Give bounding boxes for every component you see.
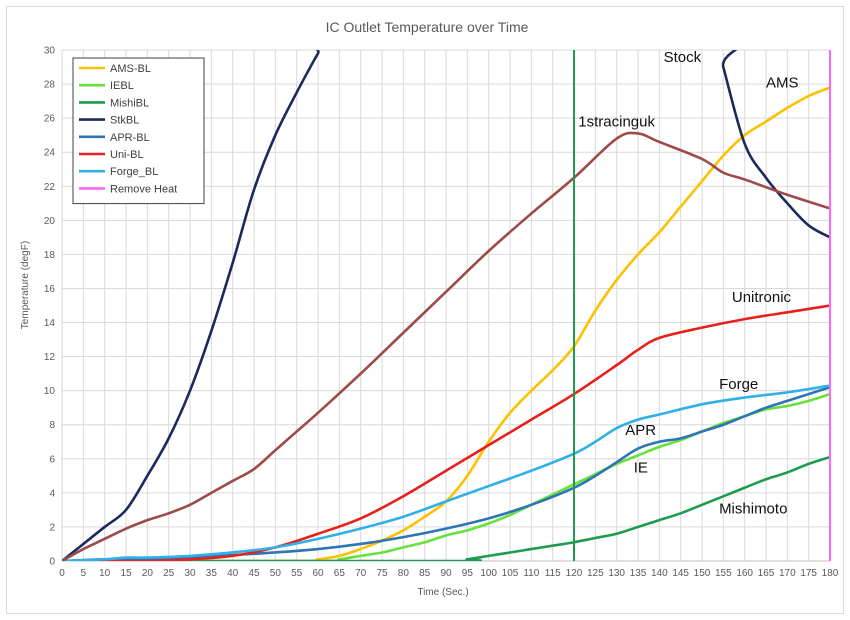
chart-frame: IC Outlet Temperature over Time Temperat… — [6, 6, 844, 614]
x-tick-label: 30 — [184, 568, 196, 579]
y-tick-label: 26 — [44, 114, 56, 125]
x-tick-label: 165 — [758, 568, 775, 579]
x-tick-label: 155 — [715, 568, 732, 579]
x-tick-label: 20 — [142, 568, 154, 579]
x-tick-label: 85 — [419, 568, 431, 579]
annotation-mishimoto: Mishimoto — [719, 500, 787, 517]
y-tick-label: 10 — [44, 386, 56, 397]
x-tick-label: 175 — [800, 568, 817, 579]
x-tick-label: 70 — [355, 568, 367, 579]
annotation-apr: APR — [625, 422, 656, 439]
legend-label-remove-heat: Remove Heat — [110, 183, 177, 195]
legend-label-iebl: IEBL — [110, 80, 134, 92]
x-tick-label: 35 — [206, 568, 218, 579]
series-line-uni-bl — [62, 304, 830, 561]
x-tick-label: 5 — [81, 568, 87, 579]
x-tick-label: 45 — [248, 568, 260, 579]
y-tick-label: 20 — [44, 216, 56, 227]
x-tick-label: 140 — [651, 568, 668, 579]
series-line-ams-bl — [62, 86, 830, 561]
legend-label-apr-bl: APR-BL — [110, 132, 150, 144]
x-tick-label: 65 — [334, 568, 346, 579]
x-tick-label: 125 — [587, 568, 604, 579]
legend-box — [72, 57, 205, 205]
x-tick-label: 0 — [59, 568, 65, 579]
x-tick-label: 115 — [545, 568, 561, 579]
x-tick-label: 130 — [608, 568, 625, 579]
series-lines — [62, 50, 830, 561]
legend: AMS-BL IEBL MishiBL StkBL APR-BL Uni-BL Forge_… — [72, 57, 205, 205]
x-axis-title: Time (Sec.) — [417, 587, 468, 598]
y-tick-label: 14 — [44, 318, 56, 329]
annotation-ie: IE — [634, 459, 648, 476]
series-line-mishibl — [62, 455, 830, 561]
x-tick-label: 15 — [120, 568, 132, 579]
series-line-1stracinguk — [62, 131, 830, 561]
x-tick-label: 120 — [566, 568, 583, 579]
y-tick-label: 16 — [44, 284, 56, 295]
series-line-forge-bl — [62, 384, 830, 561]
legend-label-ams-bl: AMS-BL — [110, 63, 151, 75]
y-tick-label: 30 — [44, 46, 56, 57]
x-tick-label: 10 — [99, 568, 111, 579]
x-tick-label: 160 — [736, 568, 753, 579]
y-tick-label: 0 — [49, 557, 55, 568]
y-tick-label: 6 — [49, 454, 55, 465]
x-tick-label: 75 — [376, 568, 388, 579]
vertical-markers — [573, 50, 831, 561]
y-tick-label: 8 — [49, 420, 55, 431]
x-tick-label: 25 — [163, 568, 175, 579]
x-tick-label: 55 — [291, 568, 303, 579]
y-tick-label: 28 — [44, 80, 56, 91]
y-tick-label: 18 — [44, 250, 56, 261]
x-tick-label: 80 — [398, 568, 410, 579]
y-axis-title: Temperature (degF) — [20, 241, 31, 329]
y-tick-label: 2 — [49, 522, 55, 533]
x-tick-label: 95 — [462, 568, 474, 579]
x-tick-label: 40 — [227, 568, 239, 579]
x-tick-label: 145 — [672, 568, 689, 579]
x-tick-label: 100 — [480, 568, 497, 579]
legend-label-uni-bl: Uni-BL — [110, 149, 144, 161]
x-tick-label: 180 — [822, 568, 839, 579]
y-tick-label: 4 — [49, 488, 55, 499]
x-tick-label: 50 — [270, 568, 282, 579]
annotation-forge: Forge — [719, 376, 758, 393]
annotation-stock: Stock — [664, 49, 702, 66]
legend-label-forge-bl: Forge_BL — [110, 166, 158, 178]
annotation-unitronic: Unitronic — [732, 289, 792, 306]
x-tick-label: 105 — [502, 568, 519, 579]
annotation-1stracinguk: 1stracinguk — [578, 114, 655, 131]
x-tick-label: 110 — [523, 568, 539, 579]
y-tick-label: 12 — [44, 352, 56, 363]
x-tick-label: 135 — [630, 568, 647, 579]
annotations: Stock AMS 1stracinguk Unitronic Forge APR IE Mi… — [578, 49, 798, 517]
x-tick-label: 60 — [312, 568, 324, 579]
y-tick-label: 24 — [44, 148, 56, 159]
legend-label-mishibl: MishiBL — [110, 97, 149, 109]
x-tick-label: 90 — [440, 568, 452, 579]
series-line-stkbl — [62, 50, 830, 561]
x-tick-label: 170 — [779, 568, 796, 579]
annotation-ams: AMS — [766, 74, 799, 91]
legend-label-stkbl: StkBL — [110, 115, 139, 127]
chart-title: IC Outlet Temperature over Time — [326, 19, 529, 35]
line-chart: IC Outlet Temperature over Time Temperat… — [20, 19, 839, 598]
y-tick-label: 22 — [44, 182, 56, 193]
x-tick-label: 150 — [694, 568, 711, 579]
